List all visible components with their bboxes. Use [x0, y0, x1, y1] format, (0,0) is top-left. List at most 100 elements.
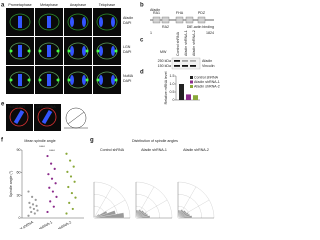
polar-spoke: [93, 186, 113, 219]
rose-wedge: [135, 210, 144, 219]
point: [55, 195, 58, 198]
panel-label: b: [140, 3, 144, 9]
dna: [99, 17, 103, 27]
rose-wedge: [177, 212, 189, 219]
polar-grid: [135, 181, 173, 219]
polar-grid: [135, 194, 160, 219]
dna: [41, 109, 53, 125]
dna: [18, 74, 22, 86]
point: [67, 185, 70, 189]
row-label: DAPI: [123, 50, 131, 54]
pole: [67, 78, 71, 82]
stain-label: GFP shRNA: [36, 105, 56, 109]
dna: [18, 16, 22, 28]
point: [52, 205, 55, 208]
point: [32, 207, 36, 211]
dna: [18, 45, 22, 57]
domain: [161, 16, 170, 24]
point: [53, 167, 56, 170]
marker: 250 kDa: [158, 59, 171, 63]
marker: 150 kDa: [158, 64, 171, 68]
legend-label: Control shRNA: [194, 75, 219, 79]
point: [33, 212, 36, 215]
plot-title: Afadin shRNA-2: [183, 148, 209, 152]
point: [54, 182, 57, 185]
band-label: Vinculin: [202, 64, 215, 68]
dna: [47, 74, 51, 86]
band: [182, 60, 188, 62]
column-header: Telophase: [99, 3, 115, 7]
band: [190, 60, 196, 62]
plot-title: Control shRNA: [100, 148, 125, 152]
point: [35, 204, 38, 208]
column-header: Prometaphase: [8, 3, 31, 7]
rose-wedge: [177, 210, 186, 219]
polar-grid: [177, 181, 215, 219]
polar-grid: [177, 194, 202, 219]
y-tick-label: 1.0: [170, 82, 175, 86]
point: [28, 201, 31, 204]
point: [50, 177, 54, 180]
point: [48, 186, 51, 189]
row-label: DAPI: [123, 79, 131, 83]
point: [72, 165, 75, 168]
blot: [171, 57, 201, 70]
dna: [70, 17, 74, 27]
domain: [185, 16, 194, 24]
position: 1: [150, 31, 152, 35]
row-label: Afadin: [123, 16, 133, 20]
lane-label: Afadin shRNA-2: [192, 30, 196, 56]
legend-swatch: [190, 76, 193, 79]
micrograph: [93, 8, 121, 36]
panel-label: d: [140, 70, 144, 76]
unit: MW: [160, 50, 167, 54]
point: [74, 196, 77, 199]
column-header: Metaphase: [40, 3, 58, 7]
point: [50, 162, 53, 165]
domain-label: RA2: [162, 25, 169, 29]
group-label: Control shRNA: [11, 220, 34, 229]
dna: [111, 17, 115, 27]
rose-wedge: [93, 210, 108, 219]
point: [51, 190, 55, 193]
y-axis-label: Relative mRNA level: [164, 71, 168, 104]
point: [69, 175, 73, 178]
bar: [186, 94, 191, 100]
band: [174, 60, 180, 62]
domain-label: DIL: [187, 25, 193, 29]
domain: [197, 16, 206, 24]
cell: [96, 13, 118, 31]
pole: [27, 78, 31, 82]
pole: [38, 78, 42, 82]
dna: [111, 46, 115, 56]
y-tick-label: 60: [17, 171, 21, 175]
domain: [175, 16, 184, 24]
rose-wedge: [135, 209, 141, 219]
y-tick-label: 0.5: [170, 90, 175, 94]
rose-wedge: [177, 209, 183, 219]
row-label: DAPI: [123, 21, 131, 25]
panel-title: Distribution of spindle angles: [132, 139, 178, 143]
dna: [82, 75, 86, 85]
cell: [9, 107, 29, 127]
point: [66, 170, 69, 174]
dna: [82, 17, 86, 27]
lane-label: Control shRNA: [176, 31, 180, 56]
panel-label: c: [140, 38, 144, 44]
row-label: LGN: [123, 45, 131, 49]
y-tick-label: 0: [173, 98, 175, 102]
legend-swatch: [190, 80, 193, 84]
band-label: Afadin: [202, 59, 212, 63]
pole: [114, 78, 118, 82]
domain-label: PDZ: [198, 11, 206, 15]
pole: [96, 49, 100, 53]
cell: [38, 13, 60, 31]
figure: a b c d e f g Prometaphase Metaphase Anaphase Telo…: [1, 3, 220, 237]
dna: [13, 109, 25, 125]
dna: [47, 16, 51, 28]
point: [34, 198, 37, 201]
bar: [179, 84, 184, 100]
rose-wedge: [177, 209, 180, 219]
y-tick-label: 90: [17, 148, 21, 152]
region-label: F-actin binding: [190, 25, 214, 29]
